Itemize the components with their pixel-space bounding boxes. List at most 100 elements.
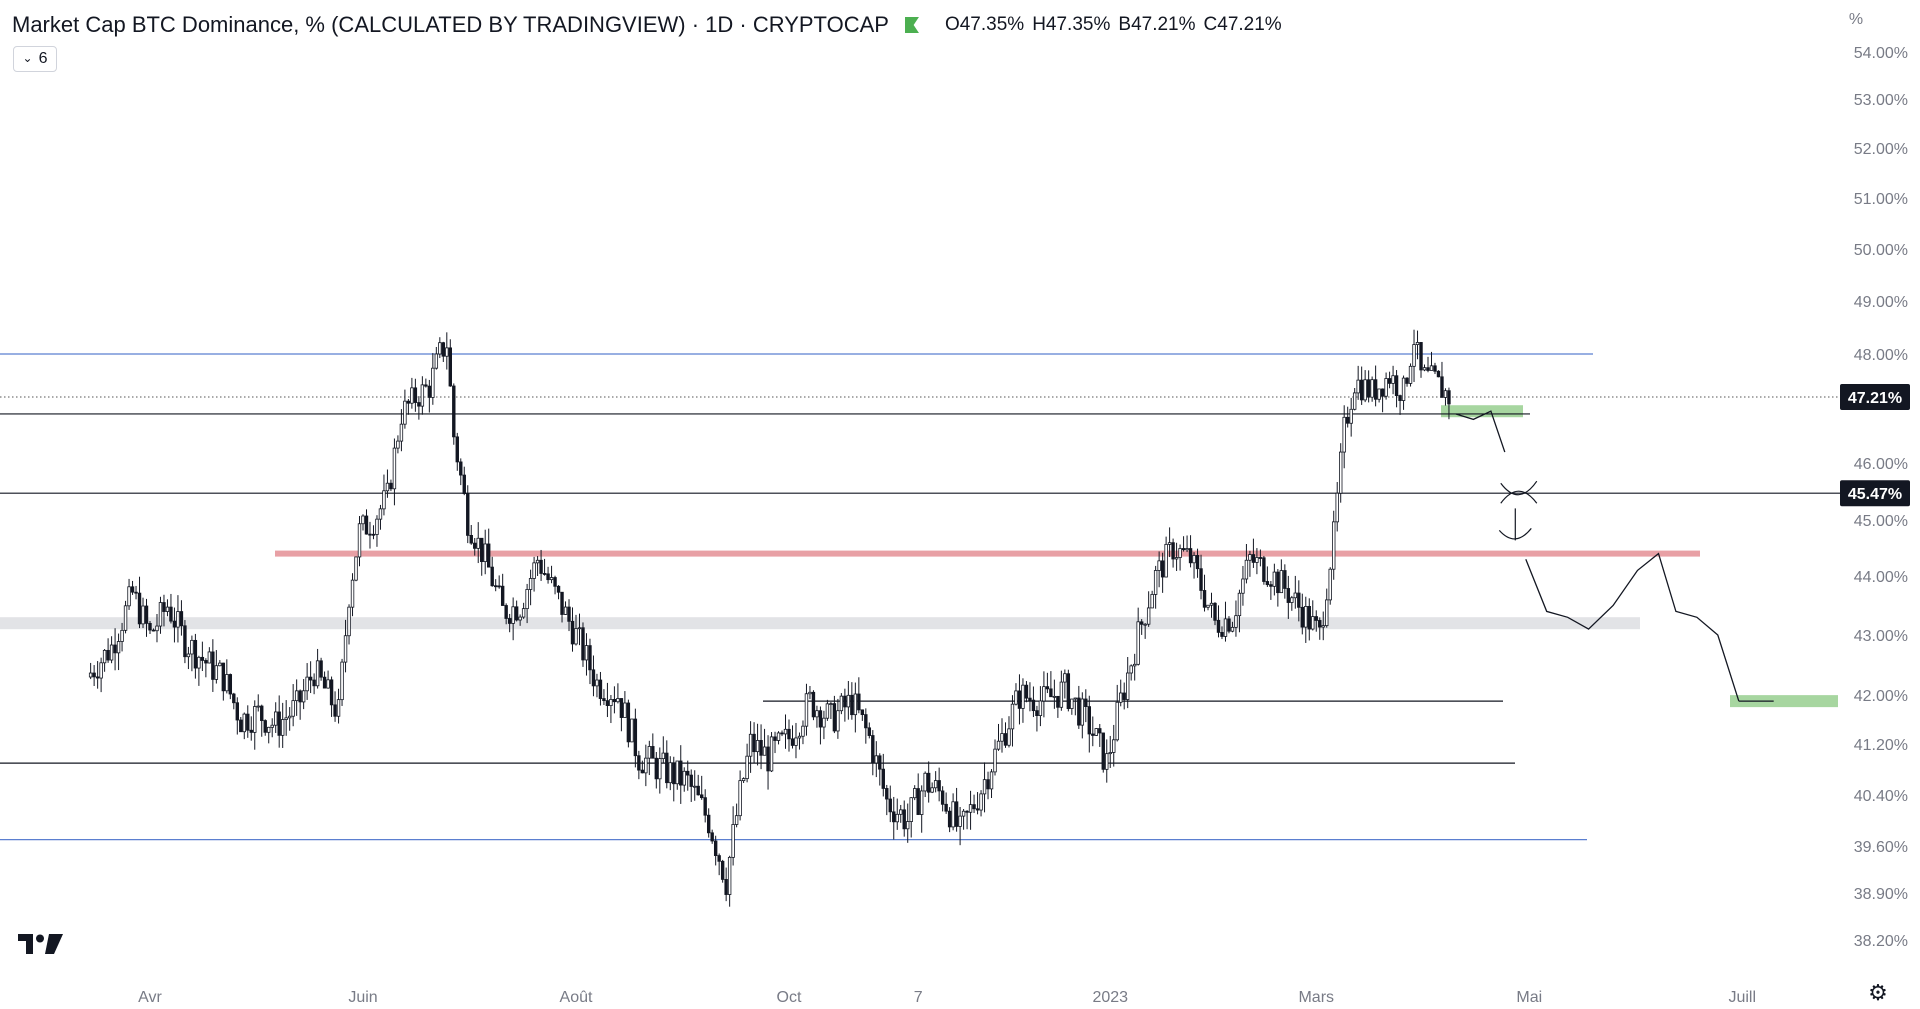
candle (1436, 370, 1441, 378)
candle (644, 744, 648, 787)
candle (469, 524, 473, 545)
candle (857, 677, 861, 714)
candle (1443, 388, 1448, 406)
candle (1290, 595, 1294, 611)
candle (762, 728, 767, 756)
candle (1010, 695, 1015, 747)
candle (235, 697, 239, 735)
candle (392, 438, 397, 506)
ohlc-high: H47.35% (1032, 14, 1111, 35)
candle (783, 714, 788, 749)
candle (672, 756, 676, 802)
candle (1119, 679, 1123, 707)
candle (1153, 565, 1158, 609)
projection-break-mark (1500, 490, 1538, 504)
candle (1028, 682, 1032, 712)
candle (1017, 674, 1022, 725)
candle (385, 469, 390, 498)
candle (724, 867, 728, 902)
y-axis-tick-label: 43.00% (1854, 628, 1908, 645)
symbol-title[interactable]: Market Cap BTC Dominance, % (CALCULATED … (12, 12, 889, 37)
candle (1349, 397, 1353, 437)
candle (141, 597, 145, 629)
y-axis-tick-label: 48.00% (1854, 347, 1908, 364)
candle (1112, 724, 1116, 767)
candle (340, 658, 344, 706)
candle (1258, 549, 1263, 567)
candle (148, 620, 152, 635)
candle (144, 598, 149, 637)
candle (1255, 548, 1259, 575)
candle (776, 731, 781, 745)
candle (881, 753, 885, 797)
candle (284, 700, 288, 736)
candle (211, 639, 215, 692)
candle (1237, 589, 1242, 633)
candle (549, 565, 554, 584)
candle (294, 679, 299, 716)
candle (1129, 664, 1133, 681)
candle (602, 689, 606, 706)
candle (637, 750, 641, 780)
chart-settings-gear-icon[interactable]: ⚙ (1868, 980, 1888, 1005)
candle (958, 806, 962, 846)
candle (923, 771, 927, 798)
candle (1157, 551, 1161, 588)
candle (1408, 363, 1413, 387)
candle (1108, 735, 1112, 768)
candle (267, 726, 271, 744)
tradingview-logo-icon[interactable] (18, 932, 64, 956)
y-axis-tick-label: 42.00% (1854, 688, 1908, 705)
candle (452, 383, 456, 445)
candle (679, 745, 683, 804)
candle (581, 622, 585, 667)
candle (713, 835, 718, 866)
candle (1339, 443, 1343, 503)
candle (315, 648, 320, 689)
candle (1049, 671, 1053, 698)
candle (1251, 538, 1256, 568)
candle (1164, 536, 1168, 578)
candle (389, 479, 393, 492)
candle (399, 409, 404, 452)
candle (99, 657, 103, 693)
candle (902, 800, 906, 837)
candle (1262, 555, 1266, 585)
candle (158, 596, 163, 634)
candle (1272, 563, 1277, 596)
candle (521, 602, 526, 619)
candle (710, 829, 714, 844)
candle (717, 853, 721, 876)
candle (382, 474, 386, 516)
y-axis-tick-label: 45.00% (1854, 513, 1908, 530)
candle (1227, 616, 1231, 634)
candle (455, 432, 459, 471)
candle (1139, 619, 1144, 635)
candle (1031, 686, 1036, 718)
candle (218, 660, 222, 667)
candle (1101, 732, 1105, 773)
candle (1265, 566, 1270, 587)
candle (651, 733, 655, 759)
y-axis-tick-label: 41.20% (1854, 737, 1908, 754)
candle (665, 740, 669, 789)
candle (1342, 405, 1346, 469)
candle (1304, 596, 1308, 643)
candle (361, 514, 365, 531)
candle (490, 556, 494, 587)
candle (287, 707, 292, 731)
candle (546, 566, 550, 584)
candle (1401, 375, 1406, 410)
candle (246, 705, 250, 738)
price-label-badge: 45.47% (1840, 480, 1910, 507)
candle (926, 761, 931, 803)
candle (371, 525, 376, 540)
candle (434, 346, 439, 370)
indicators-toggle-button[interactable]: ⌄ 6 (13, 46, 57, 72)
candle (542, 558, 547, 576)
candle (619, 698, 624, 732)
candle (228, 673, 233, 700)
candle (741, 777, 746, 784)
